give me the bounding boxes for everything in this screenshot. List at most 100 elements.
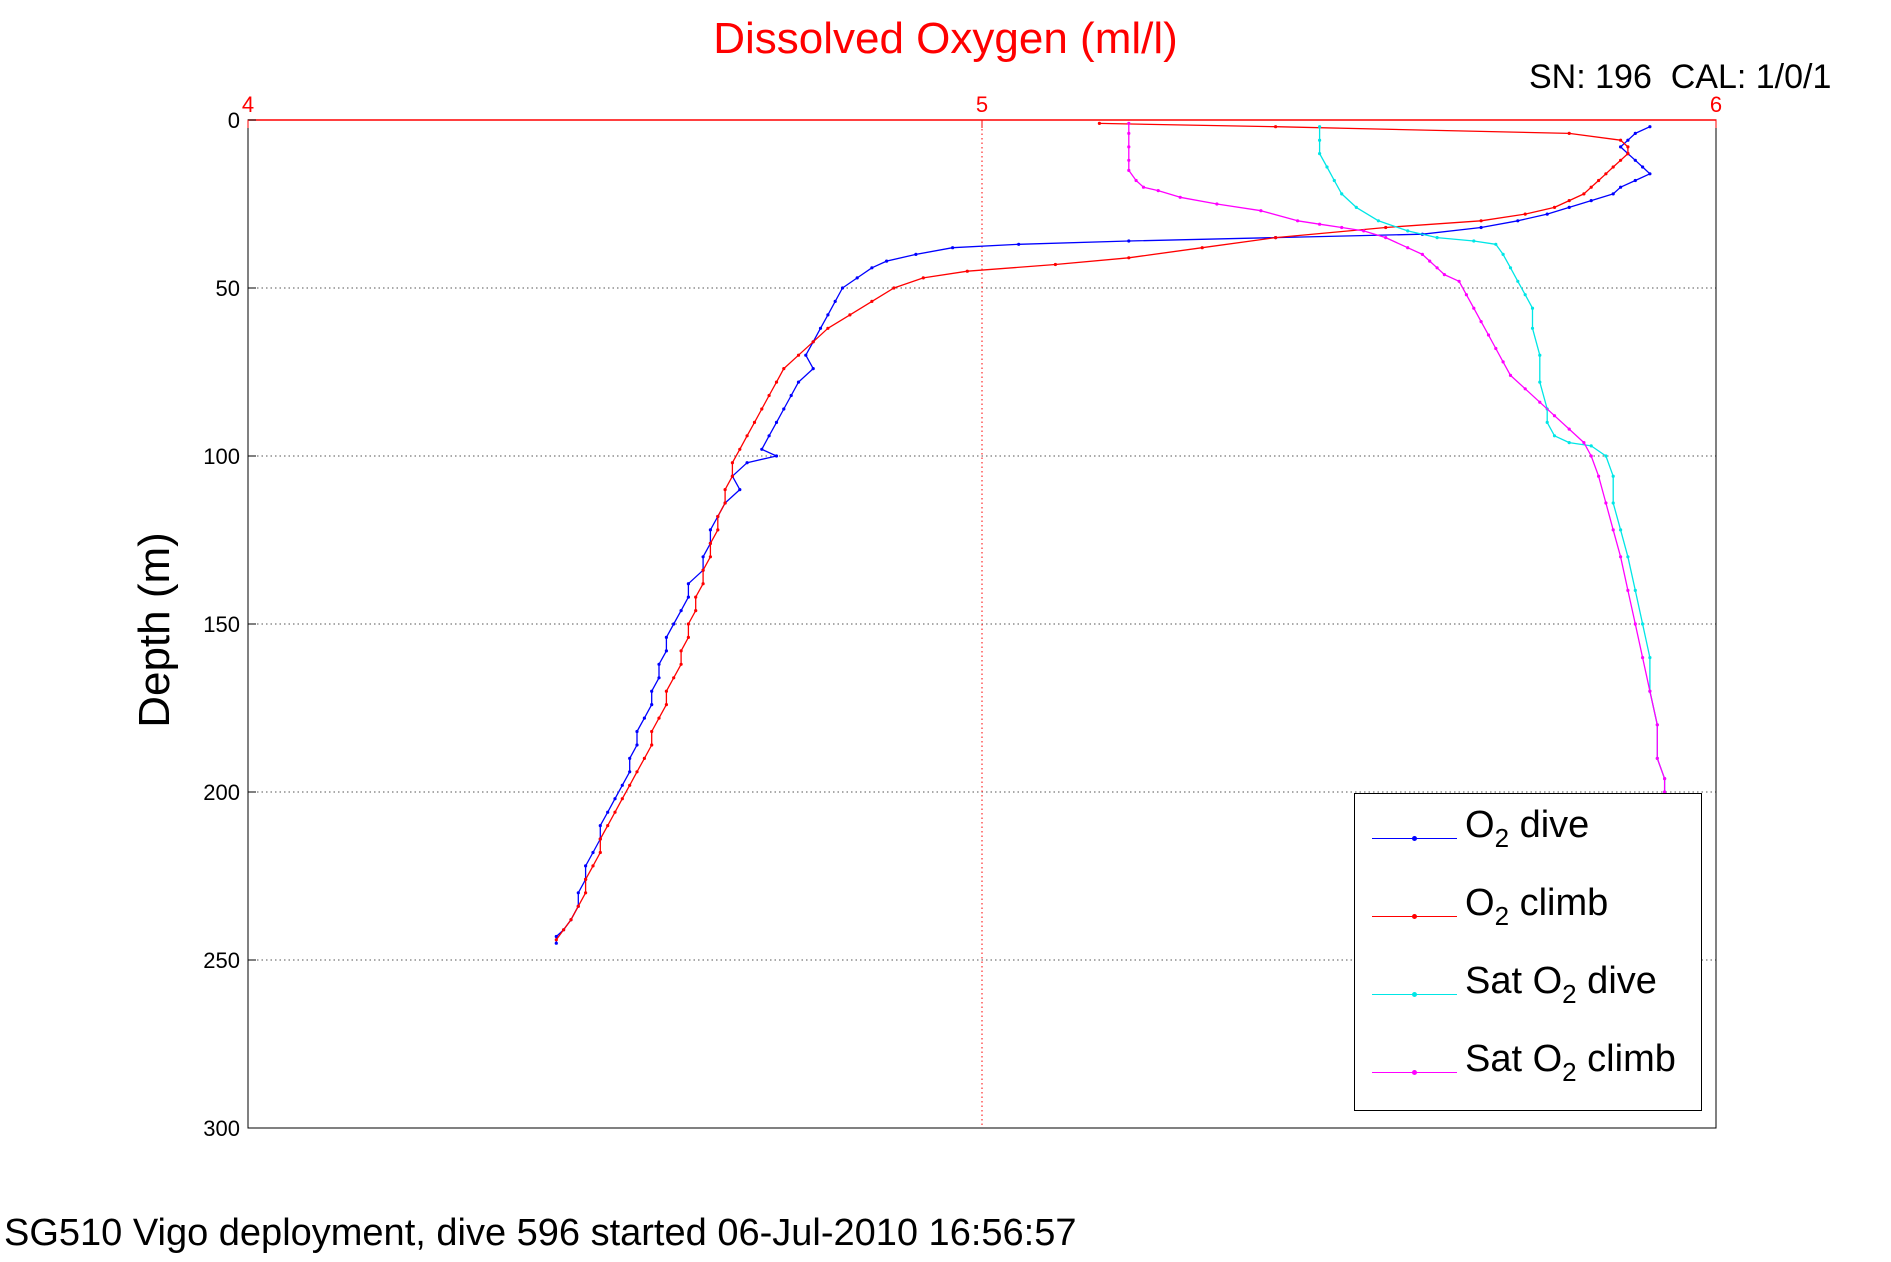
legend-label-suffix: climb bbox=[1576, 1038, 1676, 1080]
data-point bbox=[745, 461, 749, 465]
data-point bbox=[708, 541, 713, 546]
data-point bbox=[1619, 555, 1623, 559]
legend-marker bbox=[1412, 1070, 1417, 1075]
data-point bbox=[1552, 205, 1557, 209]
data-point bbox=[1552, 434, 1557, 438]
legend-marker bbox=[1412, 992, 1417, 997]
data-point bbox=[1442, 273, 1446, 277]
chart-title: Dissolved Oxygen (ml/l) bbox=[713, 14, 1178, 63]
legend-item-o2-climb: O2 climb bbox=[1355, 872, 1701, 932]
data-point bbox=[1479, 320, 1483, 324]
data-point bbox=[1259, 209, 1263, 213]
data-point bbox=[1641, 622, 1645, 626]
data-point bbox=[1530, 306, 1535, 310]
data-point bbox=[664, 635, 669, 640]
data-point bbox=[1619, 528, 1623, 532]
data-point bbox=[782, 407, 786, 411]
data-point bbox=[1582, 441, 1586, 445]
data-point bbox=[1626, 138, 1630, 142]
data-point bbox=[1611, 474, 1615, 478]
data-point bbox=[760, 447, 764, 451]
data-point bbox=[1134, 178, 1138, 183]
data-point bbox=[650, 743, 654, 747]
series-line bbox=[1318, 126, 1666, 792]
data-point bbox=[613, 810, 617, 814]
legend-label: O2 climb bbox=[1465, 882, 1608, 932]
data-point bbox=[1538, 353, 1542, 357]
data-point bbox=[686, 582, 691, 586]
data-point bbox=[840, 286, 845, 290]
y-tick-label: 200 bbox=[203, 780, 240, 805]
data-point bbox=[672, 622, 676, 626]
data-point bbox=[664, 649, 669, 653]
data-point bbox=[1648, 125, 1652, 129]
data-point bbox=[1406, 246, 1410, 250]
data-point bbox=[628, 783, 632, 787]
data-point bbox=[1479, 219, 1483, 223]
legend: O2 dive O2 climb Sat O2 dive Sat O2 clim… bbox=[1354, 793, 1702, 1111]
data-point bbox=[1215, 202, 1219, 206]
data-point bbox=[679, 649, 683, 653]
data-point bbox=[1017, 242, 1021, 246]
data-point bbox=[1318, 138, 1322, 142]
data-point bbox=[1597, 178, 1601, 183]
data-point bbox=[1097, 121, 1101, 125]
data-point bbox=[1384, 225, 1388, 230]
legend-label-suffix: dive bbox=[1509, 804, 1590, 846]
legend-item-o2-dive: O2 dive bbox=[1355, 794, 1701, 854]
data-point bbox=[1420, 252, 1424, 256]
data-point bbox=[1663, 777, 1667, 781]
data-point bbox=[716, 528, 720, 532]
data-point bbox=[1648, 172, 1652, 176]
data-point bbox=[1494, 242, 1498, 246]
data-point bbox=[657, 676, 661, 680]
data-point bbox=[1655, 756, 1659, 761]
data-point bbox=[1597, 474, 1601, 478]
data-point bbox=[1127, 121, 1131, 125]
data-point bbox=[1053, 262, 1057, 267]
data-point bbox=[1318, 125, 1322, 129]
data-point bbox=[650, 703, 654, 707]
dive-footer: SG510 Vigo deployment, dive 596 started … bbox=[4, 1212, 1077, 1254]
data-point bbox=[613, 797, 617, 801]
series-sat-o2-climb bbox=[1127, 121, 1667, 794]
data-point bbox=[679, 662, 683, 666]
legend-item-sat-o2-climb: Sat O2 climb bbox=[1355, 1028, 1701, 1088]
data-point bbox=[1530, 326, 1535, 330]
data-point bbox=[1508, 266, 1513, 270]
data-point bbox=[1376, 219, 1380, 223]
data-point bbox=[1406, 229, 1410, 233]
data-point bbox=[562, 928, 566, 932]
data-point bbox=[1141, 185, 1146, 189]
data-point bbox=[745, 434, 749, 438]
data-point bbox=[716, 514, 720, 519]
data-point bbox=[826, 313, 830, 317]
data-point bbox=[1156, 189, 1160, 193]
x-tick-label: 4 bbox=[242, 92, 254, 117]
data-point bbox=[826, 326, 830, 330]
data-point bbox=[870, 266, 874, 270]
data-point bbox=[885, 259, 889, 263]
data-point bbox=[598, 850, 602, 855]
data-point bbox=[951, 246, 955, 250]
data-point bbox=[1501, 252, 1505, 256]
data-point bbox=[1545, 212, 1549, 216]
data-point bbox=[1516, 219, 1520, 223]
data-point bbox=[730, 474, 735, 478]
data-point bbox=[1626, 145, 1630, 149]
data-point bbox=[1545, 420, 1549, 424]
data-point bbox=[1127, 256, 1131, 260]
data-point bbox=[1523, 212, 1527, 216]
data-point bbox=[554, 941, 558, 945]
data-point bbox=[650, 689, 654, 693]
data-point bbox=[1589, 444, 1593, 448]
data-point bbox=[1127, 239, 1131, 243]
data-point bbox=[584, 877, 588, 882]
data-point bbox=[1567, 131, 1571, 135]
data-point bbox=[1611, 192, 1615, 196]
series-layer bbox=[554, 121, 1667, 945]
data-point bbox=[1567, 427, 1571, 431]
data-point bbox=[584, 864, 588, 868]
x-tick-label: 6 bbox=[1710, 92, 1722, 117]
data-point bbox=[591, 850, 595, 855]
